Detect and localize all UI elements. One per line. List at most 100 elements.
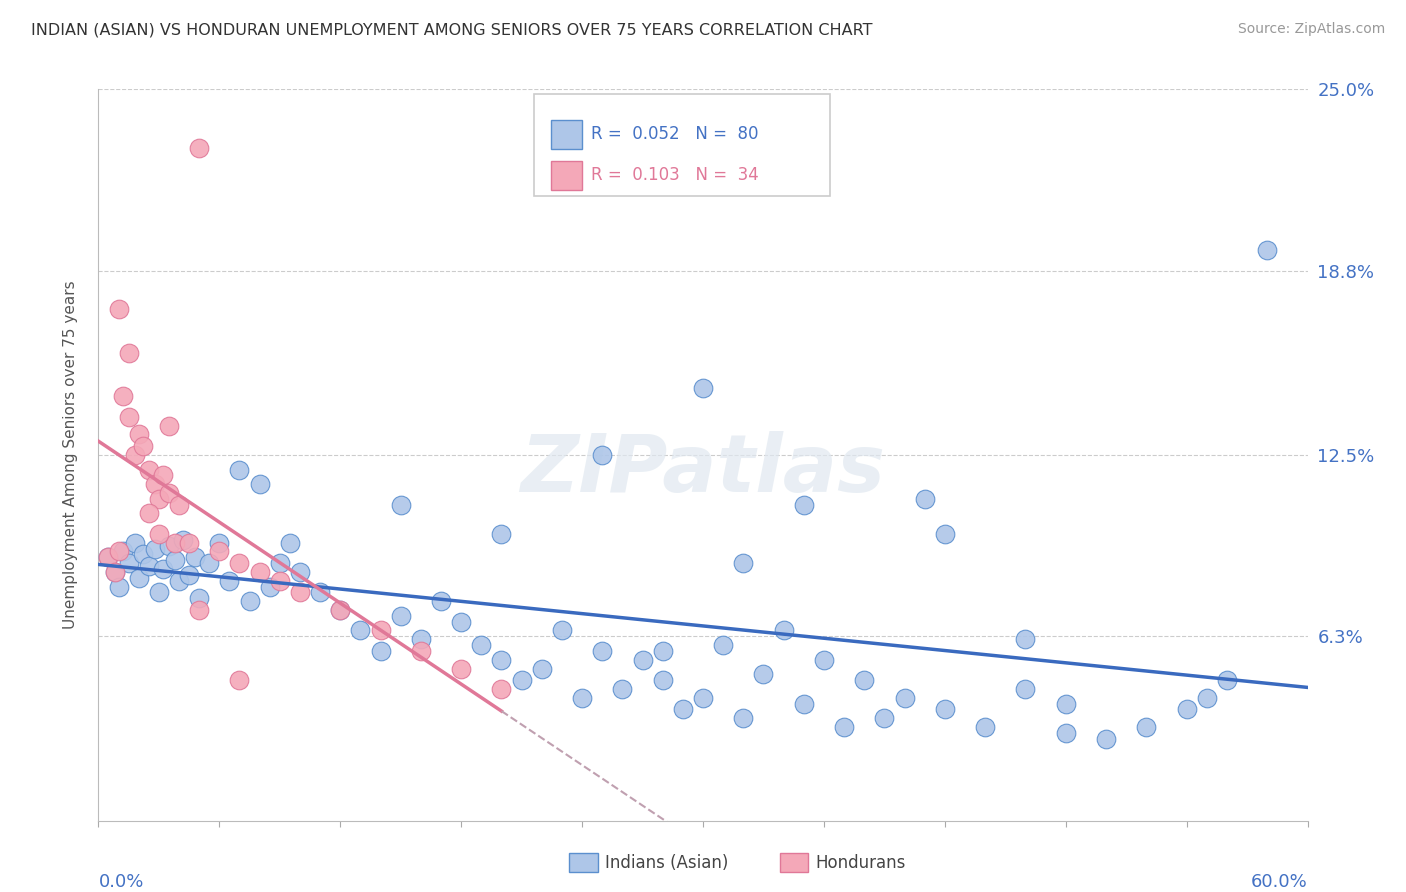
Point xyxy=(103,565,125,579)
Text: 60.0%: 60.0% xyxy=(1251,873,1308,891)
Point xyxy=(733,556,755,570)
Point xyxy=(249,565,271,579)
Point xyxy=(124,448,146,462)
Point xyxy=(118,409,141,424)
Point xyxy=(772,624,794,638)
Point xyxy=(612,681,634,696)
Point xyxy=(530,661,553,675)
Point xyxy=(103,565,125,579)
Point xyxy=(107,301,129,316)
Point xyxy=(1175,702,1198,716)
Point xyxy=(893,690,915,705)
Point xyxy=(370,644,392,658)
Point xyxy=(389,498,412,512)
Point xyxy=(491,653,513,667)
Point xyxy=(167,498,190,512)
Point xyxy=(111,389,134,403)
Point xyxy=(152,562,174,576)
Point xyxy=(389,608,412,623)
Point xyxy=(571,690,593,705)
Point xyxy=(591,644,613,658)
Point xyxy=(163,553,186,567)
Point xyxy=(228,673,250,688)
Text: Source: ZipAtlas.com: Source: ZipAtlas.com xyxy=(1237,22,1385,37)
Point xyxy=(329,603,352,617)
Point xyxy=(157,486,180,500)
Text: ZIPatlas: ZIPatlas xyxy=(520,431,886,508)
Point xyxy=(1054,697,1077,711)
Point xyxy=(349,624,371,638)
Point xyxy=(1095,731,1118,746)
Point xyxy=(651,644,673,658)
Point xyxy=(148,491,170,506)
Point xyxy=(934,527,956,541)
Point xyxy=(269,556,291,570)
Text: INDIAN (ASIAN) VS HONDURAN UNEMPLOYMENT AMONG SENIORS OVER 75 YEARS CORRELATION : INDIAN (ASIAN) VS HONDURAN UNEMPLOYMENT … xyxy=(31,22,873,37)
Point xyxy=(752,667,775,681)
Point xyxy=(184,550,207,565)
Point xyxy=(1014,632,1036,647)
Text: R =  0.103   N =  34: R = 0.103 N = 34 xyxy=(591,167,758,185)
Point xyxy=(853,673,876,688)
Point xyxy=(288,565,311,579)
Point xyxy=(118,345,141,359)
Point xyxy=(813,653,835,667)
Point xyxy=(167,574,190,588)
Point xyxy=(914,491,936,506)
Point xyxy=(138,559,160,574)
Point xyxy=(450,615,472,629)
Point xyxy=(651,673,673,688)
Point xyxy=(239,594,262,608)
Point xyxy=(309,585,332,599)
Point xyxy=(172,533,194,547)
Point xyxy=(107,580,129,594)
Point xyxy=(188,603,211,617)
Point xyxy=(138,507,160,521)
Point xyxy=(138,462,160,476)
Point xyxy=(551,624,574,638)
Point xyxy=(228,462,250,476)
Point xyxy=(157,539,180,553)
Point xyxy=(259,580,281,594)
Point xyxy=(208,544,231,558)
Point xyxy=(218,574,240,588)
Point xyxy=(631,653,654,667)
Point xyxy=(152,468,174,483)
Point xyxy=(711,638,734,652)
Point xyxy=(793,697,815,711)
Point xyxy=(430,594,453,608)
Text: Hondurans: Hondurans xyxy=(815,854,905,871)
Text: Indians (Asian): Indians (Asian) xyxy=(605,854,728,871)
Point xyxy=(278,535,301,549)
Point xyxy=(370,624,392,638)
Point xyxy=(179,535,201,549)
Point xyxy=(692,690,714,705)
Point xyxy=(228,556,250,570)
Point xyxy=(832,720,855,734)
Point xyxy=(409,632,432,647)
Point xyxy=(409,644,432,658)
Point xyxy=(143,541,166,556)
Point xyxy=(249,477,271,491)
Point xyxy=(1195,690,1218,705)
Point xyxy=(118,556,141,570)
Point xyxy=(188,591,211,606)
Point xyxy=(111,544,134,558)
Point xyxy=(1014,681,1036,696)
Text: R =  0.052   N =  80: R = 0.052 N = 80 xyxy=(591,126,758,144)
Point xyxy=(132,548,155,562)
Point xyxy=(179,567,201,582)
Point xyxy=(510,673,533,688)
Point xyxy=(491,527,513,541)
Y-axis label: Unemployment Among Seniors over 75 years: Unemployment Among Seniors over 75 years xyxy=(63,281,77,629)
Point xyxy=(163,535,186,549)
Point xyxy=(188,141,211,155)
Point xyxy=(132,439,155,453)
Point xyxy=(491,681,513,696)
Point xyxy=(873,711,896,725)
Point xyxy=(107,544,129,558)
Point xyxy=(97,550,120,565)
Point xyxy=(1054,726,1077,740)
Point xyxy=(148,527,170,541)
Point xyxy=(208,535,231,549)
